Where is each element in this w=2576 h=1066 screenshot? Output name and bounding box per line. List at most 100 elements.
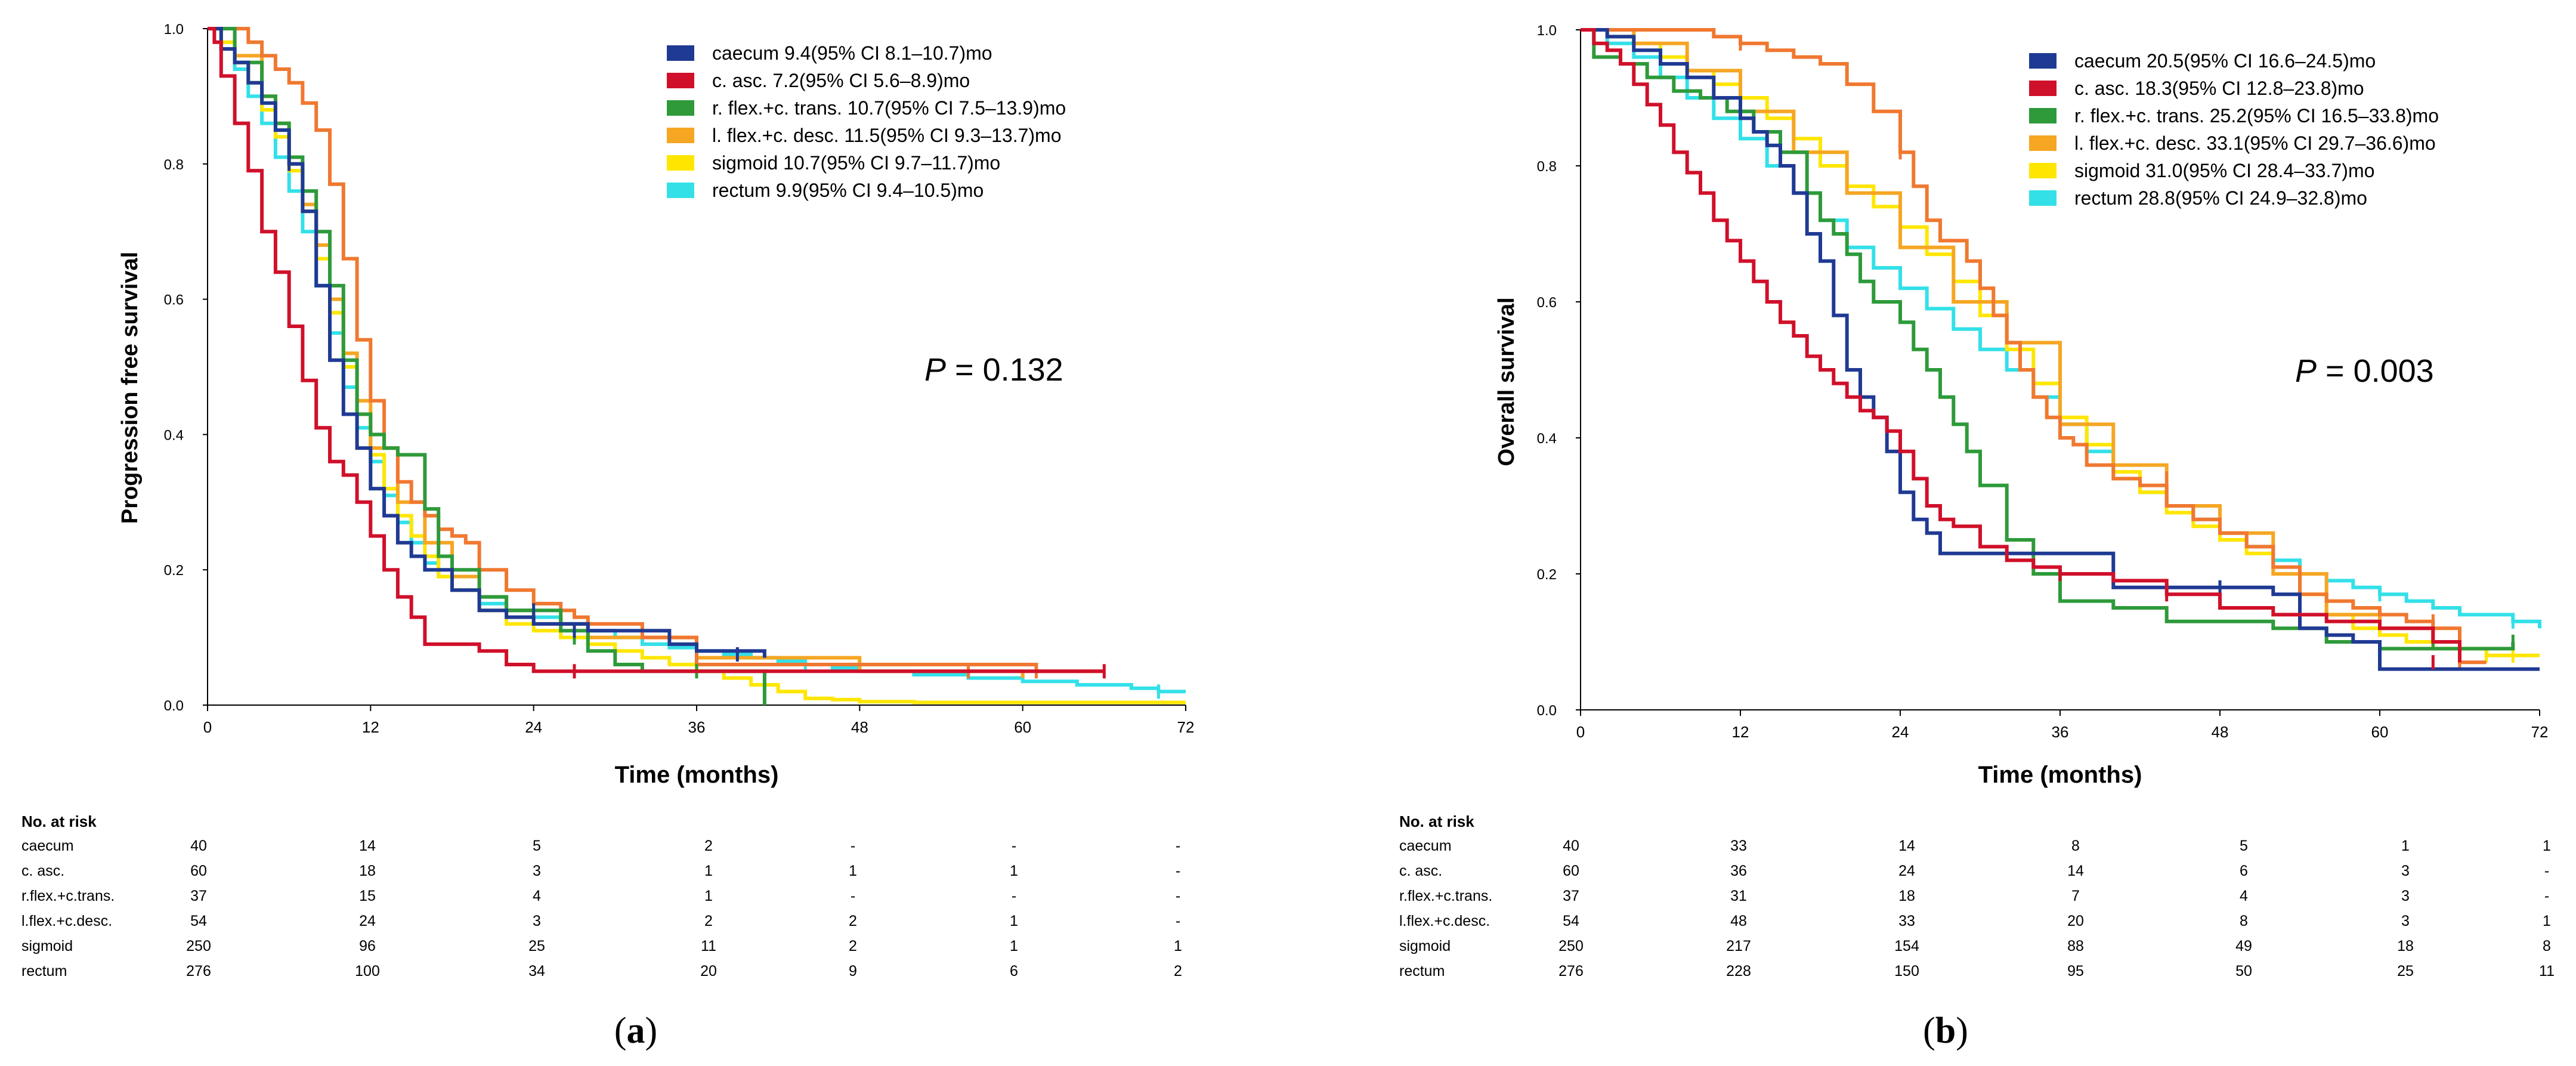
risk-table-cell: 2 [1174, 963, 1182, 980]
risk-table-cell: 18 [359, 863, 376, 879]
risk-table-cell: 100 [355, 963, 380, 980]
risk-table-cell: 4 [2240, 888, 2248, 904]
risk-table-cell: 7 [2071, 888, 2080, 904]
legend-entry: c. asc. 7.2(95% CI 5.6–8.9)mo [712, 70, 970, 91]
risk-table-row-label: caecum [1399, 838, 1452, 854]
risk-table-cell: 217 [1726, 938, 1751, 954]
risk-table-cell: 24 [1898, 863, 1915, 879]
x-tick-label: 72 [2531, 723, 2549, 741]
risk-table-cell: 3 [533, 863, 541, 879]
risk-table-row-label: c. asc. [1399, 863, 1442, 879]
legend-swatch [667, 155, 694, 171]
risk-table-cell: 6 [2240, 863, 2248, 879]
y-axis-label: Progression free survival [117, 252, 143, 524]
risk-table-cell: - [1176, 913, 1180, 929]
risk-table-cell: 3 [2401, 913, 2410, 929]
risk-table-cell: 95 [2067, 963, 2084, 980]
legend-entry: caecum 9.4(95% CI 8.1–10.7)mo [712, 42, 992, 64]
x-tick-label: 36 [2052, 723, 2069, 741]
y-tick-label: 1.0 [1537, 23, 1557, 39]
risk-table-row-label: caecum [21, 838, 74, 854]
risk-table-cell: 8 [2071, 838, 2080, 854]
y-tick-label: 0.4 [164, 427, 184, 443]
risk-table-row-label: sigmoid [21, 938, 73, 954]
p-value: P = 0.003 [2295, 353, 2434, 389]
risk-table-cell: 1 [1010, 938, 1018, 954]
legend-swatch [2029, 81, 2057, 96]
y-tick-label: 0.0 [1537, 703, 1557, 719]
risk-table-cell: 2 [704, 838, 713, 854]
x-axis-label: Time (months) [1978, 762, 2142, 788]
risk-table-cell: 1 [2543, 913, 2551, 929]
risk-table-cell: 1 [704, 888, 713, 904]
x-tick-label: 60 [2371, 723, 2389, 741]
risk-table-cell: 24 [359, 913, 376, 929]
risk-table-cell: 60 [1563, 863, 1579, 879]
x-axis-label: Time (months) [615, 762, 779, 788]
y-tick-label: 0.2 [1537, 567, 1557, 583]
risk-table-cell: - [1176, 838, 1180, 854]
risk-table-cell: 1 [1010, 863, 1018, 879]
panel-label: (a) [614, 1011, 657, 1051]
risk-table-cell: 54 [190, 913, 207, 929]
risk-table-cell: 14 [1898, 838, 1915, 854]
risk-table-cell: 14 [2067, 863, 2084, 879]
risk-table-cell: - [1012, 888, 1016, 904]
legend-entry: sigmoid 10.7(95% CI 9.7–11.7)mo [712, 152, 1000, 174]
risk-table-cell: 1 [2543, 838, 2551, 854]
risk-table-cell: 6 [1010, 963, 1018, 980]
risk-table-cell: 3 [2401, 888, 2410, 904]
risk-table-cell: - [1012, 838, 1016, 854]
risk-table-cell: 48 [1730, 913, 1747, 929]
risk-table-cell: 40 [190, 838, 207, 854]
risk-table-cell: 18 [1898, 888, 1915, 904]
x-tick-label: 0 [1576, 723, 1585, 741]
legend-swatch [667, 73, 694, 88]
risk-table-cell: 9 [849, 963, 857, 980]
x-tick-label: 24 [1892, 723, 1909, 741]
legend-entry: caecum 20.5(95% CI 16.6–24.5)mo [2074, 50, 2376, 72]
risk-table-cell: 20 [2067, 913, 2084, 929]
legend-swatch [667, 128, 694, 143]
y-tick-label: 0.4 [1537, 431, 1557, 447]
risk-table-cell: 11 [2539, 963, 2555, 980]
risk-table-cell: 33 [1730, 838, 1747, 854]
risk-table-cell: 14 [359, 838, 376, 854]
y-tick-label: 0.0 [164, 698, 184, 714]
legend-swatch [667, 100, 694, 116]
y-tick-label: 0.6 [1537, 295, 1557, 311]
risk-table-cell: 276 [186, 963, 211, 980]
risk-table-cell: 1 [2401, 838, 2410, 854]
risk-table-cell: 1 [1174, 938, 1182, 954]
risk-table-cell: 15 [359, 888, 376, 904]
legend-swatch [667, 183, 694, 198]
risk-table-cell: - [851, 888, 855, 904]
x-tick-label: 36 [688, 718, 706, 736]
km-curve-caecum [1581, 28, 2540, 671]
risk-table-cell: 20 [700, 963, 717, 980]
legend-entry: r. flex.+c. trans. 25.2(95% CI 16.5–33.8… [2074, 105, 2439, 126]
risk-table-cell: 2 [849, 913, 857, 929]
legend-entry: rectum 9.9(95% CI 9.4–10.5)mo [712, 180, 984, 201]
risk-table-cell: 4 [533, 888, 541, 904]
risk-table-cell: 5 [533, 838, 541, 854]
risk-table-cell: 3 [2401, 863, 2410, 879]
x-tick-label: 24 [525, 718, 542, 736]
risk-table-cell: 8 [2240, 913, 2248, 929]
legend-entry: rectum 28.8(95% CI 24.9–32.8)mo [2074, 187, 2367, 209]
risk-table-cell: 276 [1558, 963, 1584, 980]
risk-table-cell: 37 [190, 888, 207, 904]
legend-swatch [2029, 108, 2057, 123]
legend-entry: l. flex.+c. desc. 11.5(95% CI 9.3–13.7)m… [712, 125, 1061, 146]
risk-table-cell: 49 [2235, 938, 2252, 954]
risk-table-cell: 25 [2397, 963, 2414, 980]
km-curve-caecum [208, 27, 766, 658]
y-tick-label: 0.8 [1537, 159, 1557, 175]
risk-table-cell: 150 [1894, 963, 1919, 980]
risk-table-row-label: r.flex.+c.trans. [21, 888, 115, 904]
risk-table-cell: 34 [528, 963, 545, 980]
risk-table-cell: 60 [190, 863, 207, 879]
risk-table-row-label: r.flex.+c.trans. [1399, 888, 1492, 904]
